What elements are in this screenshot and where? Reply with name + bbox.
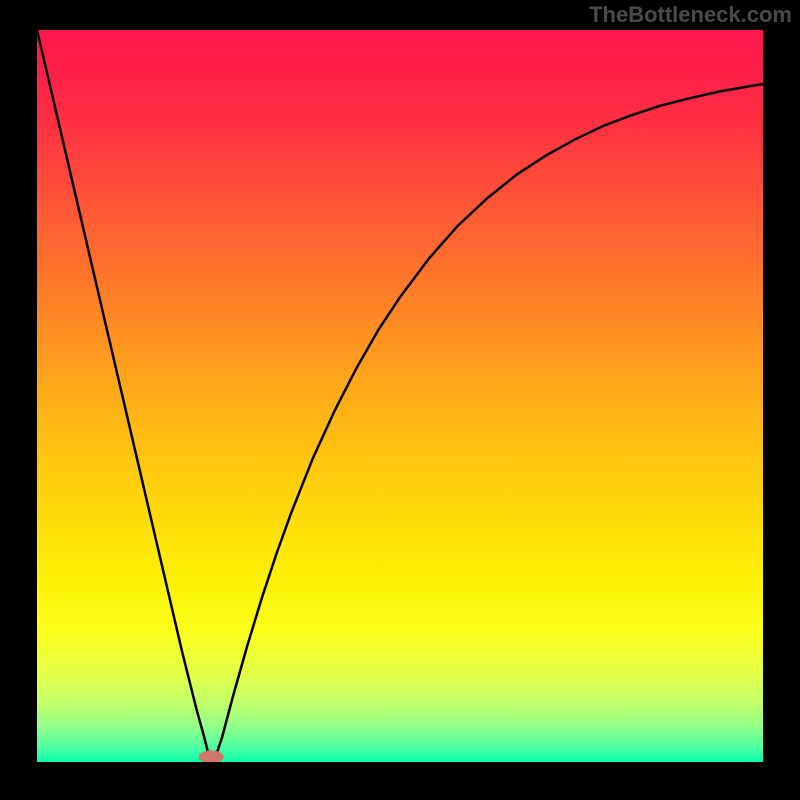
- optimum-marker: [199, 750, 224, 762]
- watermark-text: TheBottleneck.com: [589, 2, 792, 28]
- chart-svg: [37, 30, 763, 762]
- chart-background: [37, 30, 763, 762]
- chart-plot-area: [37, 30, 763, 762]
